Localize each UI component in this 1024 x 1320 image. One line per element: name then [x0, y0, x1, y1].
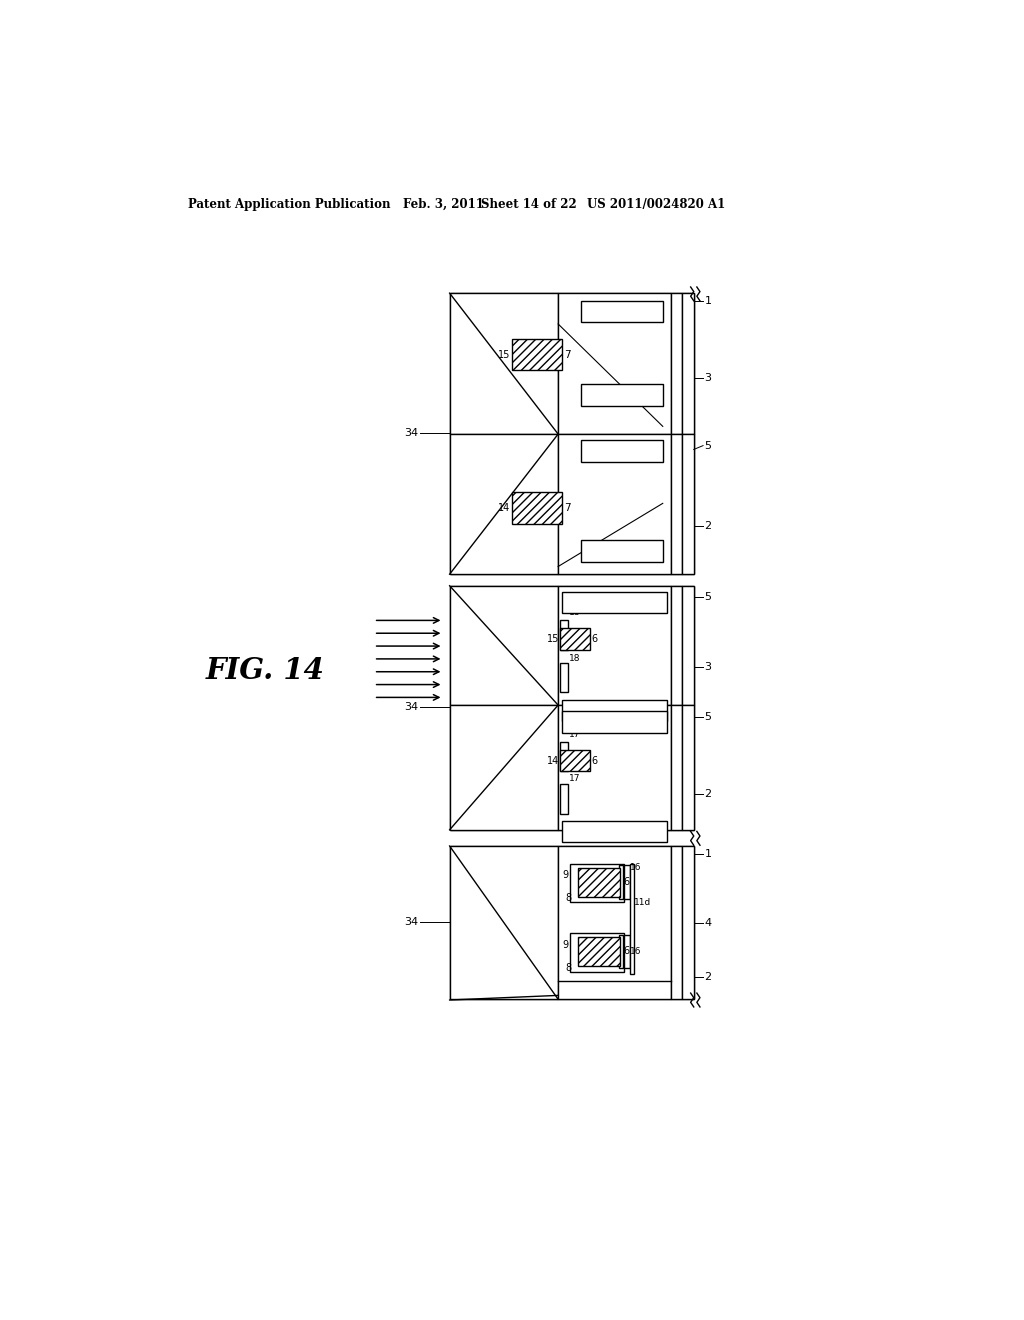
Text: 14: 14 [498, 503, 510, 513]
Bar [682, 846, 693, 999]
Bar [560, 620, 568, 649]
Bar [671, 705, 682, 830]
Text: 1: 1 [705, 849, 712, 859]
Bar [450, 434, 558, 574]
Bar [618, 866, 624, 899]
Bar [582, 540, 663, 562]
Text: 7: 7 [564, 503, 571, 513]
Text: 9: 9 [562, 940, 568, 949]
Text: 8: 8 [565, 962, 571, 973]
Bar [450, 434, 693, 574]
Bar [562, 711, 667, 733]
Bar [578, 867, 621, 896]
Bar [450, 705, 558, 830]
Bar [450, 293, 693, 434]
Polygon shape [582, 384, 663, 405]
Text: 15: 15 [547, 634, 559, 644]
Text: Patent Application Publication: Patent Application Publication [188, 198, 391, 211]
Text: 18: 18 [569, 655, 581, 664]
Bar [512, 492, 562, 524]
Text: 4: 4 [705, 917, 712, 928]
Bar [578, 937, 621, 966]
Bar [560, 784, 568, 813]
Text: 11d: 11d [634, 898, 651, 907]
Bar [682, 434, 693, 574]
Bar [560, 663, 568, 692]
Bar [582, 384, 663, 405]
Polygon shape [562, 700, 667, 721]
Bar [630, 863, 634, 974]
Text: 6: 6 [624, 878, 630, 887]
Text: 34: 34 [404, 702, 419, 713]
Text: 5: 5 [705, 711, 712, 722]
Text: 34: 34 [404, 428, 419, 438]
Bar [558, 434, 671, 574]
Bar [569, 933, 624, 972]
Polygon shape [562, 821, 667, 842]
Bar [671, 586, 682, 705]
Text: 3: 3 [705, 372, 712, 383]
Text: 5: 5 [705, 441, 712, 450]
Bar [450, 293, 558, 434]
Bar [624, 866, 630, 899]
Bar [558, 293, 671, 434]
Bar [560, 628, 590, 649]
Bar [618, 935, 624, 969]
Bar [682, 705, 693, 830]
Text: 34: 34 [404, 917, 419, 927]
Text: 8: 8 [565, 894, 571, 903]
Bar [682, 586, 693, 705]
Text: 2: 2 [705, 788, 712, 799]
Bar [582, 441, 663, 462]
Bar [562, 591, 667, 614]
Text: 1: 1 [705, 296, 712, 306]
Bar [562, 700, 667, 721]
Bar [450, 846, 558, 999]
Polygon shape [582, 441, 663, 462]
Bar [624, 935, 630, 969]
Bar [512, 339, 562, 370]
Polygon shape [582, 540, 663, 562]
Text: 16: 16 [630, 946, 642, 956]
Polygon shape [562, 591, 667, 614]
Text: 2: 2 [705, 972, 712, 982]
Text: 16: 16 [630, 863, 642, 873]
Bar [671, 293, 682, 434]
Text: 6: 6 [624, 946, 630, 957]
Text: Sheet 14 of 22: Sheet 14 of 22 [480, 198, 577, 211]
Polygon shape [562, 711, 667, 733]
Bar [560, 742, 568, 771]
Text: 9: 9 [562, 870, 568, 880]
Polygon shape [582, 301, 663, 322]
Bar [450, 586, 558, 705]
Text: 17: 17 [569, 774, 581, 783]
Text: 2: 2 [705, 521, 712, 532]
Bar [582, 301, 663, 322]
Bar [569, 863, 624, 903]
Bar [671, 846, 682, 999]
Text: 5: 5 [705, 593, 712, 602]
Text: 14: 14 [547, 755, 559, 766]
Text: 7: 7 [564, 350, 571, 360]
Text: 18: 18 [569, 609, 581, 618]
Text: FIG. 14: FIG. 14 [206, 656, 325, 685]
Bar [450, 705, 693, 830]
Text: 6: 6 [592, 755, 598, 766]
Bar [450, 846, 693, 999]
Bar [558, 586, 671, 705]
Text: 3: 3 [705, 661, 712, 672]
Bar [558, 705, 671, 830]
Bar [562, 821, 667, 842]
Bar [560, 750, 590, 771]
Bar [671, 434, 682, 574]
Text: 15: 15 [498, 350, 510, 360]
Text: 6: 6 [592, 634, 598, 644]
Text: Feb. 3, 2011: Feb. 3, 2011 [403, 198, 484, 211]
Bar [682, 293, 693, 434]
Bar [558, 846, 671, 999]
Text: US 2011/0024820 A1: US 2011/0024820 A1 [587, 198, 725, 211]
Bar [450, 586, 693, 705]
Text: 17: 17 [569, 730, 581, 739]
